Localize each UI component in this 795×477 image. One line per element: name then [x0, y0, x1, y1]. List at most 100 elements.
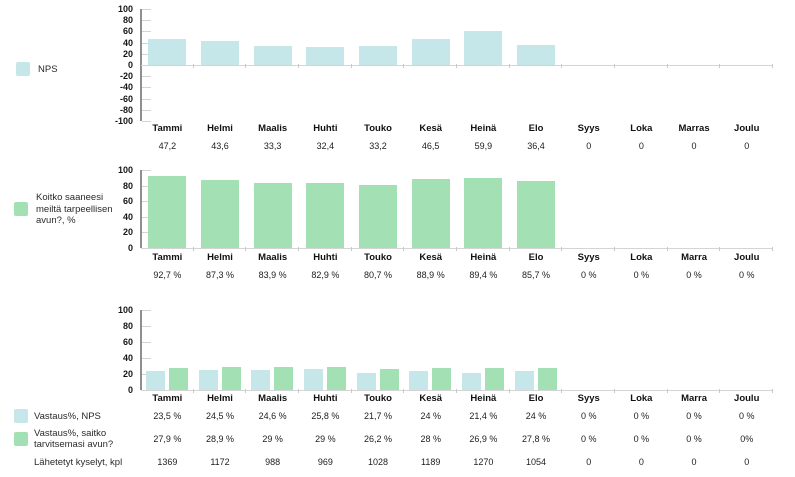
x-tick: [298, 247, 300, 251]
bar: [379, 369, 399, 390]
month-label: Kesä: [419, 252, 443, 263]
value-cell: 21,4 %: [469, 411, 498, 421]
y-tick-label: 0: [127, 60, 133, 70]
value-cell: 59,9: [474, 141, 493, 151]
lahetetyt-kyselyt-label: Lähetetyt kyselyt, kpl: [34, 456, 123, 468]
month-column: [246, 170, 300, 251]
value-cell: 26,2 %: [364, 434, 393, 444]
row-vastaus-nps: Vastaus%, NPS 23,5 % 24,5 % 24,6 % 25,8 % 21…: [0, 409, 773, 423]
x-tick: [508, 64, 510, 68]
y-tick-label: 60: [122, 196, 133, 207]
x-tick: [403, 389, 405, 393]
value-cell: 85,7 %: [522, 270, 551, 280]
y-tick: [142, 342, 151, 343]
legend-vastaus-avun: Vastaus%, saitko tarvitsemasi avun?: [0, 428, 141, 450]
value-cell: 28 %: [420, 434, 441, 444]
legend-nps: NPS: [16, 62, 58, 76]
month-column: [404, 310, 458, 393]
x-tick: [614, 247, 616, 251]
value-cell: 1369: [157, 457, 178, 467]
bar: [198, 370, 218, 390]
value-cell: 24 %: [420, 411, 441, 421]
bar: [485, 368, 505, 390]
y-tick-label: 40: [122, 37, 133, 48]
x-tick: [298, 389, 300, 393]
month-label: Loka: [630, 252, 653, 263]
bar: [432, 367, 452, 390]
value-cell: 988: [265, 457, 281, 467]
y-tick: [142, 109, 151, 111]
bar: [327, 366, 347, 390]
month-label: Marra: [681, 393, 707, 404]
bar: [356, 372, 376, 390]
y-tick-label: 0: [127, 243, 133, 253]
x-tick: [561, 64, 563, 68]
value-cell: 0 %: [580, 270, 597, 280]
month-label: Heinä: [470, 123, 497, 134]
value-cell: 28,9 %: [205, 434, 235, 444]
x-tick: [772, 247, 774, 251]
vastaus-nps-legend-label: Vastaus%, NPS: [34, 410, 101, 422]
value-cell: 24,6 %: [258, 411, 287, 421]
bar: [306, 183, 345, 248]
value-cell: 27,9 %: [153, 434, 182, 444]
value-cell: 1270: [473, 457, 494, 467]
x-tick: [561, 247, 563, 251]
month-label: Huhti: [313, 252, 338, 263]
x-tick: [666, 247, 668, 251]
y-tick: [142, 201, 151, 203]
x-tick: [719, 247, 721, 251]
vastaus-nps-legend-swatch: [14, 409, 28, 423]
month-label: Loka: [630, 123, 653, 134]
value-cell: 0 %: [633, 411, 650, 421]
y-tick: [142, 248, 151, 249]
avun-month-labels: Tammi Helmi Maalis Huhti Touko Kesä Heinä Elo Sy…: [141, 252, 773, 263]
value-cell: 43,6: [211, 141, 229, 151]
value-cell: 0 %: [686, 270, 702, 280]
month-column: [246, 310, 300, 393]
value-cell: 29 %: [262, 434, 283, 444]
month-column: [668, 310, 721, 393]
month-label: Marras: [678, 123, 710, 134]
value-cell: 33,2: [369, 141, 387, 151]
value-cell: 24 %: [525, 411, 547, 421]
bar: [221, 366, 241, 390]
x-tick: [192, 64, 194, 68]
month-column: [246, 9, 300, 121]
month-column: [404, 9, 458, 121]
month-column: [194, 310, 247, 393]
value-cell: 83,9 %: [258, 270, 287, 280]
value-cell: 26,9 %: [469, 434, 498, 444]
bar: [148, 175, 187, 248]
x-tick: [245, 247, 247, 251]
nps-month-labels: Tammi Helmi Maalis Huhti Touko Kesä Heinä Elo Sy…: [141, 123, 773, 134]
value-cell: 46,5: [421, 141, 440, 151]
month-column: [615, 170, 668, 251]
month-label: Touko: [364, 123, 392, 134]
value-cell: 1054: [526, 457, 547, 467]
value-cell: 88,9 %: [416, 270, 445, 280]
y-tick: [142, 87, 151, 89]
bar: [359, 46, 398, 65]
value-cell: 82,9 %: [311, 270, 340, 280]
y-tick: [142, 216, 151, 218]
bar: [462, 372, 482, 390]
row-vastaus-avun: Vastaus%, saitko tarvitsemasi avun? 27,9…: [0, 428, 773, 450]
row-lahetetyt-kyselyt: Lähetetyt kyselyt, kpl 1369 1172 988 969 102…: [0, 456, 773, 468]
nps-value-labels: 47,2 43,6 33,3 32,4 33,2 46,5 59,9 36,4 0 0 0 0: [141, 141, 773, 151]
y-tick-label: 0: [127, 385, 133, 395]
month-label: Helmi: [207, 123, 233, 134]
month-column: [299, 9, 352, 121]
value-cell: 0: [691, 141, 697, 151]
month-column: [720, 310, 774, 393]
y-tick-label: 60: [122, 337, 133, 347]
legend-avun: Koitko saaneesi meiltä tarpeellisen avun…: [14, 192, 128, 227]
value-cell: 92,7 %: [153, 270, 182, 280]
month-column: [352, 170, 405, 251]
y-tick: [142, 65, 151, 66]
value-cell: 0: [744, 141, 750, 151]
month-label: Maalis: [258, 393, 288, 404]
value-cell: 25,8 %: [311, 411, 340, 421]
y-tick-label: 80: [122, 321, 133, 331]
month-column: [615, 9, 668, 121]
